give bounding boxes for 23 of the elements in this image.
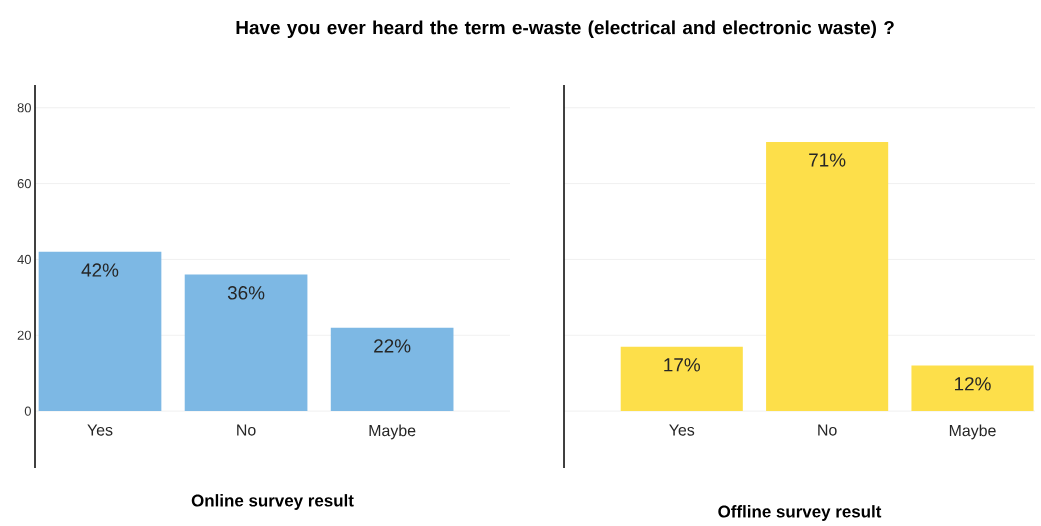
y-tick-label: 80	[17, 103, 31, 113]
data-label: 17%	[664, 358, 701, 372]
data-label: 71%	[809, 153, 846, 167]
y-tick-label: 0	[24, 406, 31, 416]
y-tick-label: 60	[17, 179, 31, 189]
x-axis-title: Online survey result	[191, 494, 354, 510]
data-label: 12%	[955, 377, 991, 391]
x-tick-label: Maybe	[369, 424, 416, 440]
text: Have you ever heard the term e-waste (electrical and electronic waste) ?	[236, 20, 894, 39]
x-tick-label: Maybe	[949, 424, 996, 440]
bar	[184, 274, 308, 412]
x-tick-label: No	[237, 424, 256, 436]
bar	[38, 251, 162, 412]
data-label: 22%	[374, 339, 411, 353]
data-label: 36%	[227, 286, 265, 300]
data-label: 42%	[81, 263, 119, 277]
x-tick-label: Yes	[87, 424, 113, 436]
bar	[330, 327, 454, 412]
x-tick-label: Yes	[669, 424, 695, 436]
x-axis-title: Offline survey result	[718, 505, 882, 521]
y-tick-label: 20	[17, 330, 31, 340]
y-tick-label: 40	[17, 254, 31, 265]
x-tick-label: No	[818, 424, 837, 436]
